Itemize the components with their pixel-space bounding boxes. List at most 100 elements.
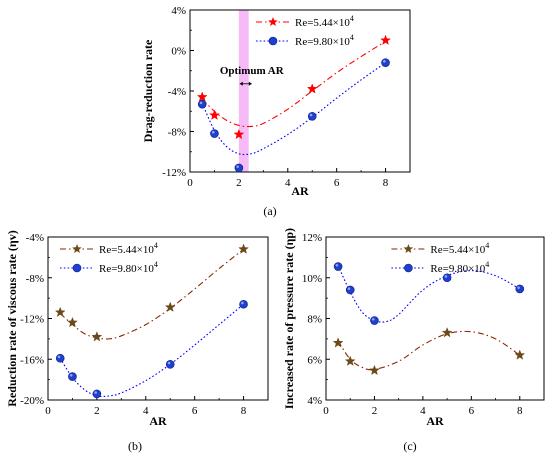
y-tick-label: -8% [26,273,44,285]
legend-label-exponent: 4 [350,33,354,42]
data-point-circle [197,99,207,109]
data-point-circle [68,372,77,381]
data-point-circle [234,163,244,173]
panel-caption: (b) [128,439,142,453]
data-point-highlight [444,275,448,278]
y-tick-label: 10% [302,273,322,285]
y-tick-label: -20% [20,395,44,407]
x-tick-label: 2 [94,405,100,417]
data-point-highlight [383,60,386,63]
x-tick-label: 4 [285,177,291,189]
y-tick-label: -8% [168,127,186,139]
y-tick-label: -16% [20,354,44,366]
legend-circle-icon [268,36,278,46]
legend-star-icon [403,244,414,254]
y-axis-label: Reduction rate of viscous rate (ηv) [5,230,19,406]
legend-label-text: Re=5.44×10 [295,17,350,29]
chart-b: 0 2 4 6 8 -20% -16% -12% -8% -4% AR Reduction rate … [5,230,269,453]
x-tick-label: 2 [372,405,378,417]
data-point-circle [92,389,102,399]
legend-label: Re=5.44×104 [99,241,158,256]
data-point-star [209,109,220,120]
chart-a: 0 2 4 6 8 -12% -8% -4% 0% 4% AR Drag-reduction rate… [141,5,411,218]
data-point-star [514,349,526,360]
plot-frame-a [189,9,411,173]
data-point-circle [345,285,355,295]
legend-label-exponent: 4 [154,260,158,269]
y-axis-label: Drag-reduction rate [141,39,155,142]
plot-frame-b [47,236,269,401]
legend-label-exponent: 4 [485,260,489,269]
series-line-0 [337,330,521,371]
data-point-highlight [309,113,313,117]
panel-caption: (a) [263,204,276,218]
data-point-star [441,327,453,338]
data-point-highlight [236,165,239,168]
legend-label-exponent: 4 [485,241,489,250]
legend-label: Re=9.80×104 [430,260,489,275]
data-point-circle [333,262,343,271]
data-point-highlight [211,130,215,134]
plot-frame-c [325,236,545,401]
arrow-head-icon [239,81,243,86]
y-tick-label: -4% [168,86,186,98]
legend-label-text: Re=5.44×10 [99,244,154,256]
data-point-star [306,83,318,94]
legend-star-icon [268,17,278,27]
data-point-circle [165,360,175,369]
x-tick-label: 0 [323,405,329,417]
x-tick-label: 8 [517,405,523,417]
data-point-star [332,337,344,348]
x-tick-label: 6 [334,177,340,189]
data-point-star [238,243,249,254]
y-tick-label: 0% [171,46,186,58]
y-axis-label: Increased rate of pressure rate (ηp) [282,228,296,409]
legend-label-text: Re=9.80×10 [295,36,350,48]
legend-label: Re=9.80×104 [99,260,158,275]
data-point-star [369,364,380,376]
data-point-star [67,316,78,328]
legend-label: Re=5.44×104 [430,241,489,256]
data-point-circle [370,316,379,325]
optimum-band [238,10,249,172]
data-point-circle [210,129,219,138]
x-axis-label: AR [149,414,167,428]
data-point-highlight [347,287,351,290]
x-tick-label: 8 [383,177,389,189]
x-tick-label: 4 [143,405,149,417]
data-point-circle [239,299,248,309]
data-point-highlight [241,301,244,305]
legend-label-text: Re=9.80×10 [430,263,485,275]
series-line-0 [201,40,386,128]
data-point-circle [515,284,525,294]
arrow-head-icon [248,81,252,86]
data-point-star [380,34,391,45]
legend-circle-icon [404,263,413,273]
data-point-star [344,355,356,366]
chart-c: 0 2 4 6 8 4% 6% 8% 10% 12% AR Increased rate of pre… [282,228,545,453]
x-tick-label: 0 [45,405,51,417]
y-tick-label: -12% [162,167,186,179]
series-line-1 [337,265,521,323]
x-axis-label: AR [291,184,309,198]
data-point-circle [381,58,390,67]
y-tick-label: 6% [307,354,322,366]
data-point-circle [55,353,65,363]
data-point-highlight [199,101,203,105]
data-point-highlight [94,391,97,394]
x-tick-label: 4 [420,405,426,417]
y-tick-label: 4% [171,5,186,17]
legend-label-text: Re=9.80×10 [99,263,154,275]
legend-label: Re=5.44×104 [295,14,354,29]
data-point-star [196,91,208,102]
y-tick-label: -4% [26,232,44,244]
data-point-highlight [371,317,375,321]
series-line-1 [59,303,244,398]
data-point-highlight [517,286,520,289]
x-tick-label: 6 [192,405,198,417]
annotation-optimum-ar: Optimum AR [220,65,285,77]
data-point-highlight [69,373,73,377]
data-point-star [164,301,176,312]
legend-label-exponent: 4 [154,241,158,250]
